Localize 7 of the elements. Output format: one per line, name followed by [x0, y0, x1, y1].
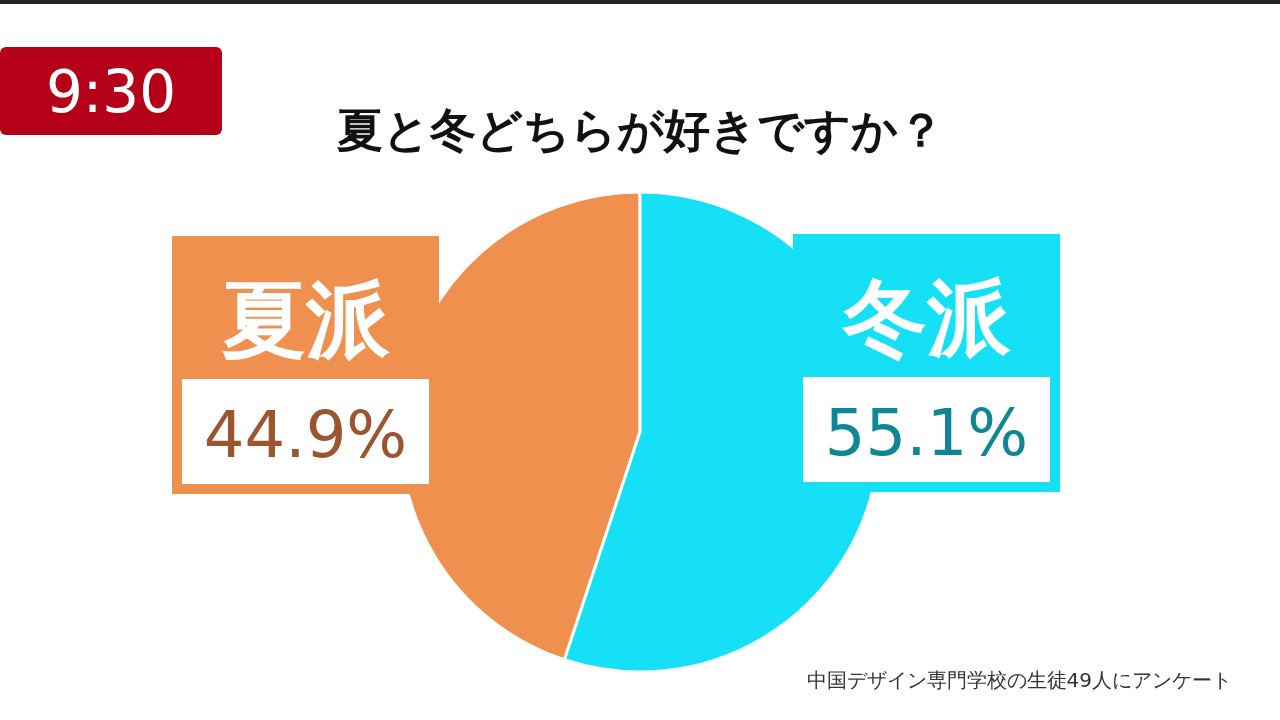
slice-label: 夏派 — [221, 271, 391, 369]
data-label: 55.1% — [824, 396, 1029, 470]
chart-title: 夏と冬どちらが好きですか？ — [336, 103, 944, 157]
text: 中国デザイン専門学校の生徒49人にアンケート — [806, 668, 1232, 692]
data-label: 44.9% — [203, 398, 408, 472]
slice-label: 冬派 — [840, 269, 1012, 367]
text: 9:30 — [45, 58, 177, 126]
